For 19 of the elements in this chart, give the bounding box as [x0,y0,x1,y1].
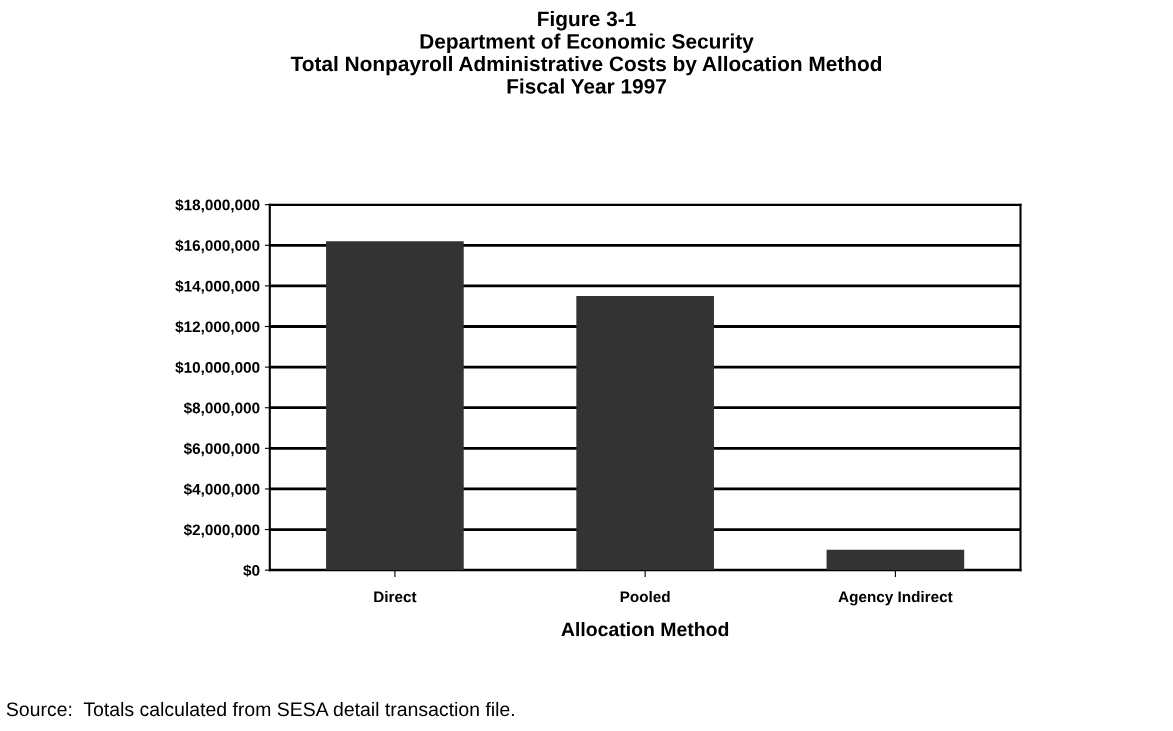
source-note: Source: Totals calculated from SESA detail transaction file. [6,701,514,717]
x-tick-label: Pooled [620,591,670,603]
y-tick-label: $10,000,000 [175,361,260,376]
y-tick-label: $18,000,000 [175,198,260,213]
bar [326,241,464,571]
y-tick-label: $4,000,000 [183,483,260,497]
x-axis-title: Allocation Method [561,621,729,637]
bar [826,549,965,571]
y-tick-label: $12,000,000 [175,320,260,335]
y-tick-label: $0 [243,564,260,577]
x-tick-label: Agency Indirect [838,591,953,606]
bar [576,296,714,571]
chart-title: Figure 3-1 Department of Economic Security Total Nonpayroll Administrative Costs by Allocation Method Fiscal Year 1997 [290,10,882,94]
y-tick-label: $14,000,000 [175,280,260,294]
y-tick-label: $6,000,000 [183,442,260,457]
x-tick-label: Direct [374,591,417,603]
y-tick-label: $2,000,000 [183,523,260,538]
y-tick-label: $8,000,000 [183,401,260,416]
y-tick-label: $16,000,000 [175,239,260,254]
